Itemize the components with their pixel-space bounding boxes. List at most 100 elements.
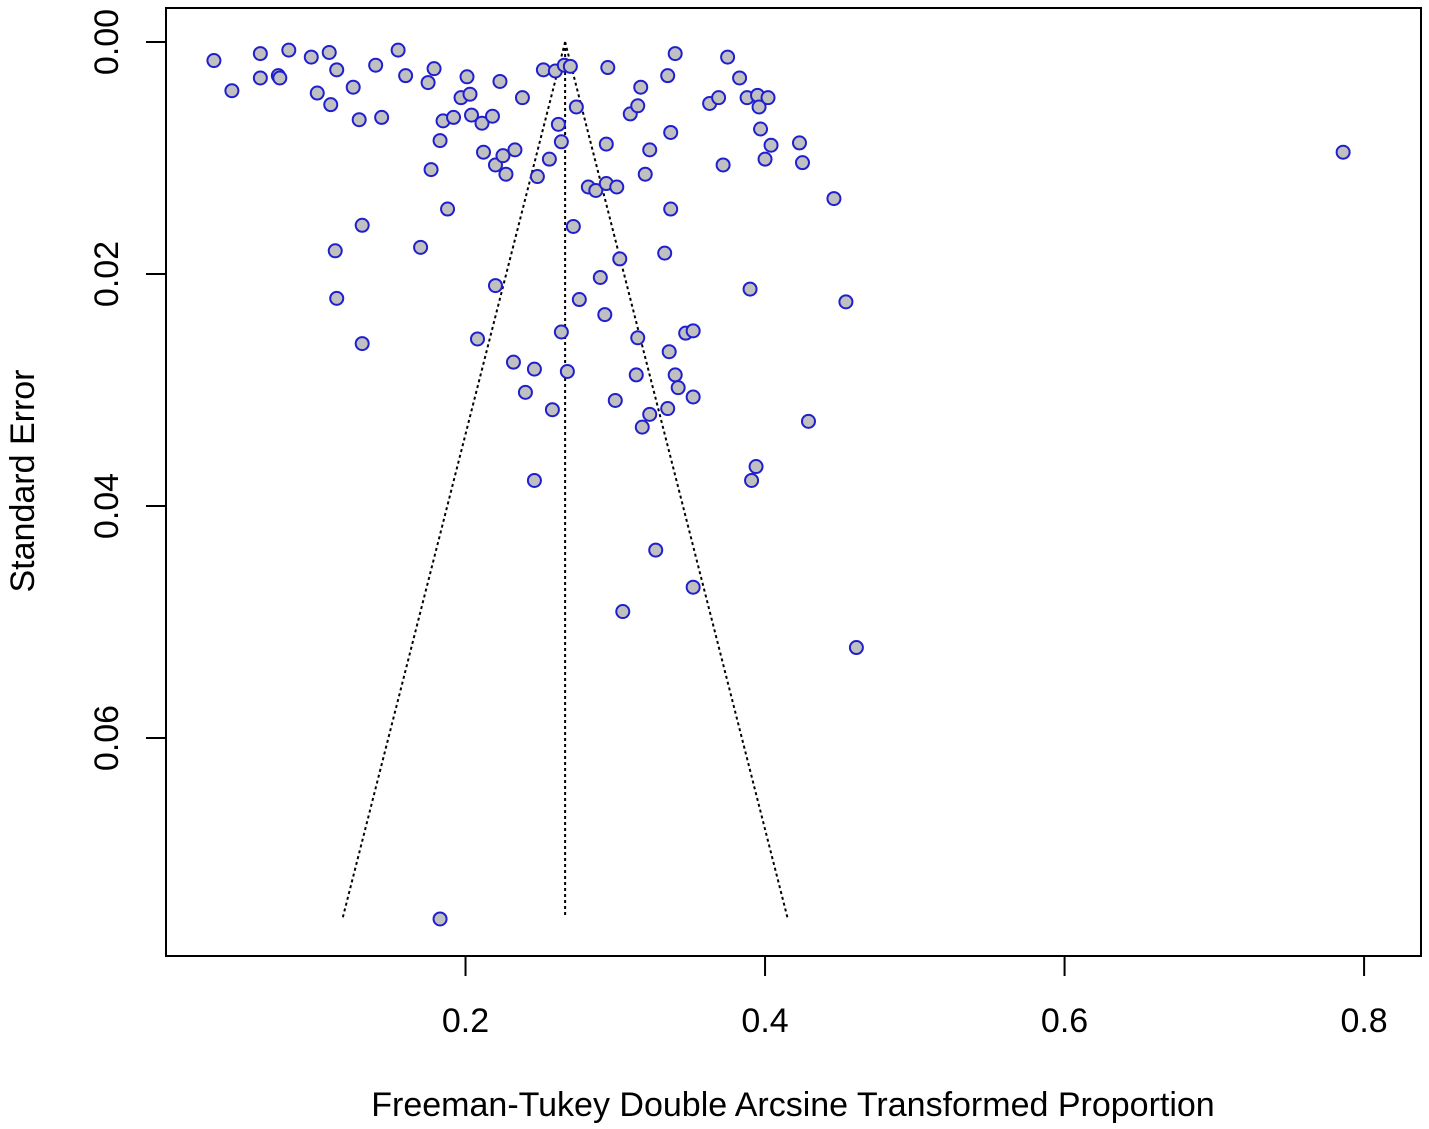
funnel-lines <box>341 41 789 919</box>
y-tick-label: 0.06 <box>88 705 126 771</box>
data-point <box>440 201 456 217</box>
data-point <box>628 367 644 383</box>
x-tick-label: 0.2 <box>442 1002 489 1040</box>
data-point <box>321 44 337 60</box>
data-point <box>505 354 521 370</box>
data-point <box>281 42 297 58</box>
data-point <box>742 281 758 297</box>
data-point <box>498 166 514 182</box>
data-point <box>303 49 319 65</box>
data-point <box>648 542 664 558</box>
data-point <box>464 107 480 123</box>
data-point <box>630 330 646 346</box>
data-point <box>615 604 631 620</box>
data-point <box>642 406 658 422</box>
data-point <box>568 99 584 115</box>
data-point <box>432 133 448 149</box>
data-point <box>559 363 575 379</box>
data-point <box>670 380 686 396</box>
data-point <box>642 142 658 158</box>
data-point <box>607 392 623 408</box>
data-point <box>663 124 679 140</box>
data-point <box>224 83 240 99</box>
data-point <box>368 57 384 73</box>
data-point <box>474 115 490 131</box>
data-point <box>345 79 361 95</box>
data-point <box>562 58 578 74</box>
x-axis-title: Freeman-Tukey Double Arcsine Transformed… <box>371 1086 1214 1124</box>
data-point <box>541 151 557 167</box>
data-point <box>667 367 683 383</box>
data-point <box>744 472 760 488</box>
x-tick-label: 0.6 <box>1041 1002 1088 1040</box>
data-point <box>420 75 436 91</box>
data-point <box>544 402 560 418</box>
data-point <box>206 53 222 69</box>
data-point <box>423 162 439 178</box>
data-point <box>657 245 673 261</box>
data-point <box>763 137 779 153</box>
data-point <box>634 419 650 435</box>
data-point <box>553 324 569 340</box>
y-tick-label: 0.02 <box>88 241 126 307</box>
data-point <box>597 307 613 323</box>
data-point <box>514 90 530 106</box>
data-point <box>663 201 679 217</box>
data-point <box>252 46 268 62</box>
data-point <box>612 251 628 267</box>
data-point <box>492 73 508 89</box>
data-point <box>794 155 810 171</box>
data-point <box>529 169 545 185</box>
data-point <box>351 112 367 128</box>
data-point <box>484 108 500 124</box>
y-axis: 0.00 0.02 0.04 0.06 <box>88 9 167 771</box>
data-point <box>470 331 486 347</box>
x-axis: 0.2 0.4 0.6 0.8 <box>442 955 1388 1040</box>
data-point <box>535 62 551 78</box>
data-point <box>565 218 581 234</box>
data-point <box>413 239 429 255</box>
data-point <box>633 79 649 95</box>
data-point <box>327 243 343 259</box>
data-point <box>732 70 748 86</box>
data-point <box>685 323 701 339</box>
data-point <box>462 86 478 102</box>
data-point <box>374 109 390 125</box>
x-tick-label: 0.4 <box>741 1002 788 1040</box>
data-point <box>711 90 727 106</box>
data-point <box>715 157 731 173</box>
data-point <box>446 109 462 125</box>
data-point <box>660 68 676 84</box>
data-point <box>550 116 566 132</box>
data-point <box>426 61 442 77</box>
data-points <box>206 42 1351 927</box>
funnel-left-line <box>341 41 567 919</box>
data-point <box>432 911 448 927</box>
data-point <box>685 389 701 405</box>
data-point <box>309 85 325 101</box>
data-point <box>760 90 776 106</box>
data-point <box>685 579 701 595</box>
data-point <box>598 136 614 152</box>
data-point <box>592 269 608 285</box>
data-point <box>323 97 339 113</box>
data-point <box>791 135 807 151</box>
data-point <box>475 144 491 160</box>
data-point <box>507 142 523 158</box>
data-point <box>609 179 625 195</box>
data-point <box>1335 144 1351 160</box>
data-point <box>751 99 767 115</box>
data-point <box>588 182 604 198</box>
data-point <box>329 62 345 78</box>
data-point <box>630 98 646 114</box>
data-point <box>495 148 511 164</box>
data-point <box>487 278 503 294</box>
data-point <box>667 46 683 62</box>
y-axis-title: Standard Error <box>4 370 42 593</box>
data-point <box>800 413 816 429</box>
data-point <box>354 217 370 233</box>
data-point <box>848 640 864 656</box>
data-point <box>329 290 345 306</box>
data-point <box>526 361 542 377</box>
